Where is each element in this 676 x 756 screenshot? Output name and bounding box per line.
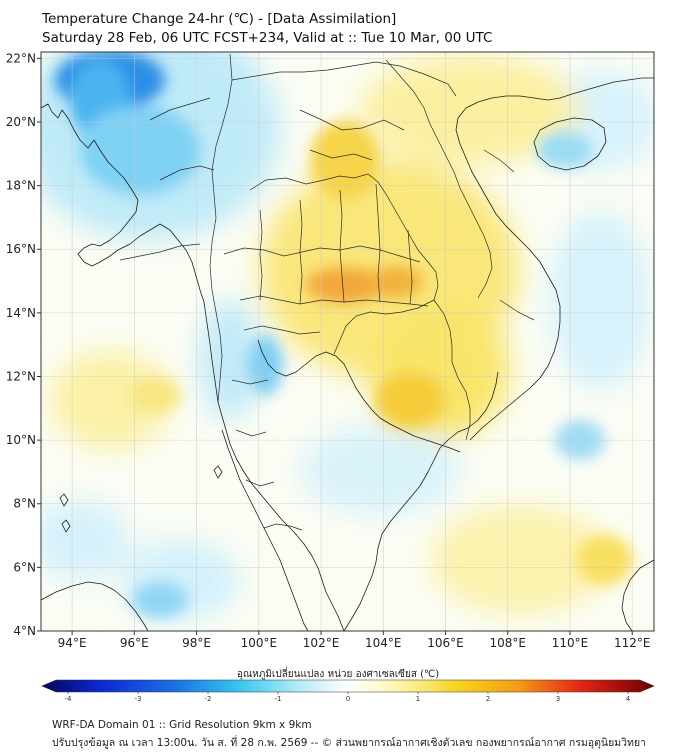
lat-label: 16°N bbox=[6, 242, 36, 256]
map-title: Temperature Change 24-hr (℃) - [Data Ass… bbox=[42, 11, 397, 27]
longitude-labels: 94°E 96°E 98°E 100°E 102°E 104°E 106°E 108°E 110… bbox=[58, 631, 651, 650]
colorbar-tick-label: 3 bbox=[556, 695, 560, 703]
lat-label: 12°N bbox=[6, 369, 36, 383]
lat-label: 18°N bbox=[6, 179, 36, 193]
lon-label: 112°E bbox=[614, 636, 651, 650]
latitude-labels: 22°N 20°N 18°N 16°N 14°N 12°N 10°N 8°N 6°N 4°N bbox=[6, 51, 41, 638]
footer-update-info: ปรับปรุงข้อมูล ณ เวลา 13:00น. วัน ส. ที่… bbox=[52, 737, 647, 749]
gridlines bbox=[41, 52, 654, 631]
lon-label: 108°E bbox=[490, 636, 527, 650]
temperature-field bbox=[41, 52, 654, 631]
lon-label: 110°E bbox=[552, 636, 589, 650]
colorbar-tick-label: -2 bbox=[205, 695, 212, 703]
lat-label: 22°N bbox=[6, 51, 36, 65]
lon-label: 104°E bbox=[365, 636, 402, 650]
lon-label: 94°E bbox=[58, 636, 87, 650]
lat-label: 14°N bbox=[6, 306, 36, 320]
colorbar-ticks: -4 -3 -2 -1 0 1 2 3 4 bbox=[65, 692, 631, 703]
lon-label: 106°E bbox=[427, 636, 464, 650]
footer-model-info: WRF-DA Domain 01 :: Grid Resolution 9km … bbox=[52, 719, 312, 731]
colorbar-tick-label: -4 bbox=[65, 695, 73, 703]
lon-label: 96°E bbox=[120, 636, 149, 650]
map-subtitle: Saturday 28 Feb, 06 UTC FCST+234, Valid … bbox=[42, 30, 493, 46]
colorbar-title: อุณหภูมิเปลี่ยนแปลง หน่วย องศาเซลเซียส (… bbox=[236, 669, 440, 680]
lat-label: 10°N bbox=[6, 433, 36, 447]
lat-label: 4°N bbox=[13, 624, 36, 638]
colorbar-tick-label: 0 bbox=[346, 695, 350, 703]
coastlines bbox=[41, 77, 654, 631]
country-borders bbox=[119, 53, 535, 531]
lon-label: 98°E bbox=[182, 636, 211, 650]
map-frame bbox=[40, 51, 655, 632]
lat-label: 6°N bbox=[13, 560, 36, 574]
lat-label: 20°N bbox=[6, 115, 36, 129]
colorbar: -4 -3 -2 -1 0 1 2 3 4 bbox=[41, 679, 655, 703]
lon-label: 100°E bbox=[241, 636, 278, 650]
colorbar-tick-label: 4 bbox=[626, 695, 631, 703]
lon-label: 102°E bbox=[303, 636, 340, 650]
lat-label: 8°N bbox=[13, 497, 36, 511]
colorbar-tick-label: 2 bbox=[486, 695, 490, 703]
colorbar-tick-label: -1 bbox=[275, 695, 282, 703]
colorbar-tick-label: 1 bbox=[416, 695, 420, 703]
colorbar-tick-label: -3 bbox=[135, 695, 142, 703]
